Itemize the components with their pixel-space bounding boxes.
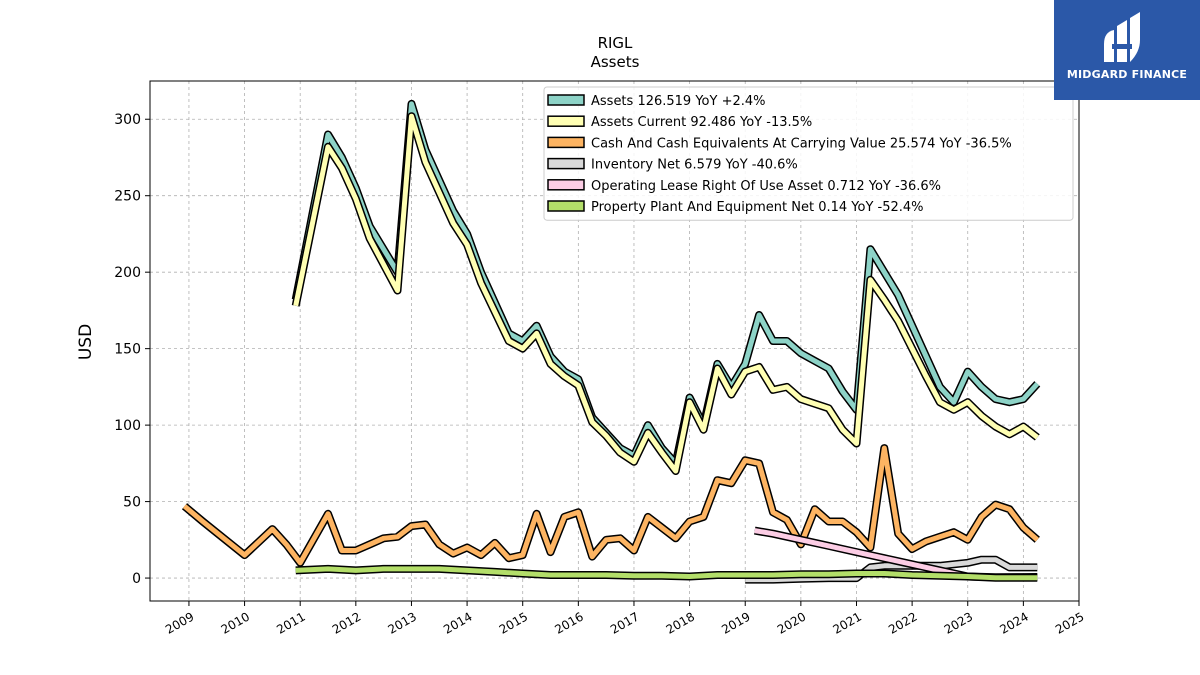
legend-label: Assets Current 92.486 YoY -13.5% xyxy=(591,115,812,130)
legend-box xyxy=(543,86,1074,221)
series-line-cash-and-cash-equivalents-at-carrying-value xyxy=(182,445,1039,566)
x-tick-label: 2010 xyxy=(219,609,252,636)
x-tick-label: 2018 xyxy=(664,609,697,636)
x-tick-label: 2016 xyxy=(552,609,585,636)
brand-logo-icon xyxy=(1104,12,1140,62)
y-axis: 0 50 100 150 200 250 300 xyxy=(114,112,150,587)
y-tick-label: 250 xyxy=(114,189,141,205)
plot-area-frame xyxy=(149,80,1080,602)
legend-swatch xyxy=(547,136,585,149)
x-tick-label: 2021 xyxy=(831,609,864,636)
y-tick-label: 50 xyxy=(123,495,141,511)
x-tick-label: 2020 xyxy=(775,609,808,636)
x-axis: 2009 2010 2011 2012 2013 2014 2015 2016 2017 2018… xyxy=(163,601,1087,637)
y-tick-label: 150 xyxy=(114,342,141,358)
brand-name: MIDGARD FINANCE xyxy=(1066,68,1188,81)
y-axis-label: USD xyxy=(76,324,96,360)
x-tick-label: 2019 xyxy=(719,609,752,636)
y-tick-label: 100 xyxy=(114,418,141,434)
x-tick-label: 2012 xyxy=(330,609,363,636)
y-tick-label: 300 xyxy=(114,112,141,128)
chart-subtitle: Assets xyxy=(591,53,640,71)
brand-logo: MIDGARD FINANCE xyxy=(1054,0,1200,100)
x-tick-label: 2014 xyxy=(441,609,474,636)
legend-swatch xyxy=(547,115,585,127)
x-tick-label: 2023 xyxy=(942,609,975,636)
x-tick-label: 2024 xyxy=(997,609,1030,636)
series-line-assets-current xyxy=(293,113,1039,474)
legend-swatch xyxy=(547,200,585,212)
x-tick-label: 2009 xyxy=(163,609,196,636)
y-tick-label: 0 xyxy=(132,571,141,587)
legend-label: Property Plant And Equipment Net 0.14 Yo… xyxy=(591,200,924,215)
legend-swatch xyxy=(547,179,585,191)
x-tick-label: 2013 xyxy=(386,609,419,636)
legend-swatch xyxy=(547,157,585,170)
x-tick-label: 2022 xyxy=(886,609,919,636)
series-line-property-plant-and-equipment-net xyxy=(295,566,1038,581)
legend: Assets 126.519 YoY +2.4% Assets Current 9… xyxy=(543,86,1074,221)
legend-label: Assets 126.519 YoY +2.4% xyxy=(591,94,766,109)
x-tick-label: 2025 xyxy=(1053,609,1086,636)
legend-swatch xyxy=(547,94,585,106)
legend-label: Inventory Net 6.579 YoY -40.6% xyxy=(591,158,798,173)
chart-title: RIGL xyxy=(598,34,633,52)
x-tick-label: 2011 xyxy=(274,609,307,636)
series-lines xyxy=(181,99,1041,584)
x-tick-label: 2017 xyxy=(608,609,641,636)
legend-label: Operating Lease Right Of Use Asset 0.712… xyxy=(591,179,941,194)
y-tick-label: 200 xyxy=(114,265,141,281)
legend-label: Cash And Cash Equivalents At Carrying Va… xyxy=(591,136,1012,151)
x-tick-label: 2015 xyxy=(497,609,530,636)
